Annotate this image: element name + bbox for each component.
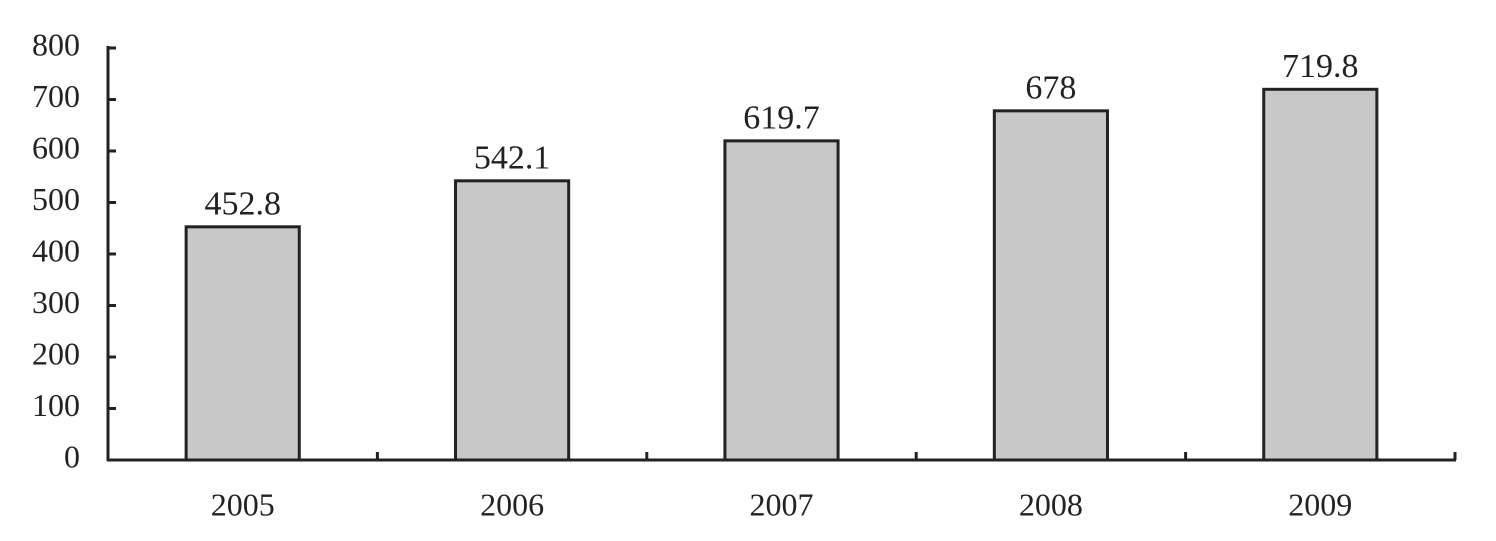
value-label: 619.7 — [743, 100, 820, 137]
y-tick-label: 300 — [32, 284, 80, 320]
value-label: 678 — [1025, 70, 1076, 107]
x-tick-label: 2006 — [480, 486, 544, 522]
y-tick-label: 600 — [32, 129, 80, 165]
bar — [184, 225, 301, 462]
bar — [992, 109, 1109, 462]
x-tick-label: 2007 — [750, 486, 814, 522]
y-tick-label: 0 — [64, 438, 80, 474]
value-label: 542.1 — [474, 140, 551, 177]
y-tick-label: 700 — [32, 78, 80, 114]
value-label: 719.8 — [1282, 48, 1359, 85]
y-tick-label: 100 — [32, 387, 80, 423]
bar — [723, 139, 840, 462]
y-tick-label: 400 — [32, 232, 80, 268]
x-tick-label: 2009 — [1288, 486, 1352, 522]
y-tick-label: 800 — [32, 26, 80, 62]
x-tick-label: 2005 — [211, 486, 275, 522]
bar — [454, 179, 571, 462]
y-tick-label: 500 — [32, 181, 80, 217]
x-tick-label: 2008 — [1019, 486, 1083, 522]
y-tick-label: 200 — [32, 335, 80, 371]
bar — [1262, 87, 1379, 462]
value-label: 452.8 — [204, 186, 281, 223]
